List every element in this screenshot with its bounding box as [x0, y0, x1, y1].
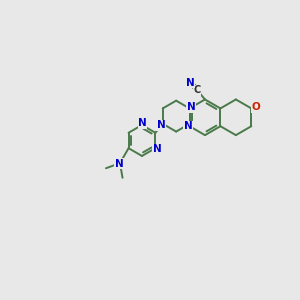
Text: N: N — [184, 121, 193, 131]
Text: N: N — [187, 102, 196, 112]
Text: O: O — [251, 102, 260, 112]
Text: N: N — [157, 120, 165, 130]
Text: C: C — [193, 85, 200, 95]
Text: N: N — [115, 159, 124, 169]
Text: N: N — [186, 78, 195, 88]
Text: N: N — [138, 118, 147, 128]
Text: N: N — [153, 144, 161, 154]
